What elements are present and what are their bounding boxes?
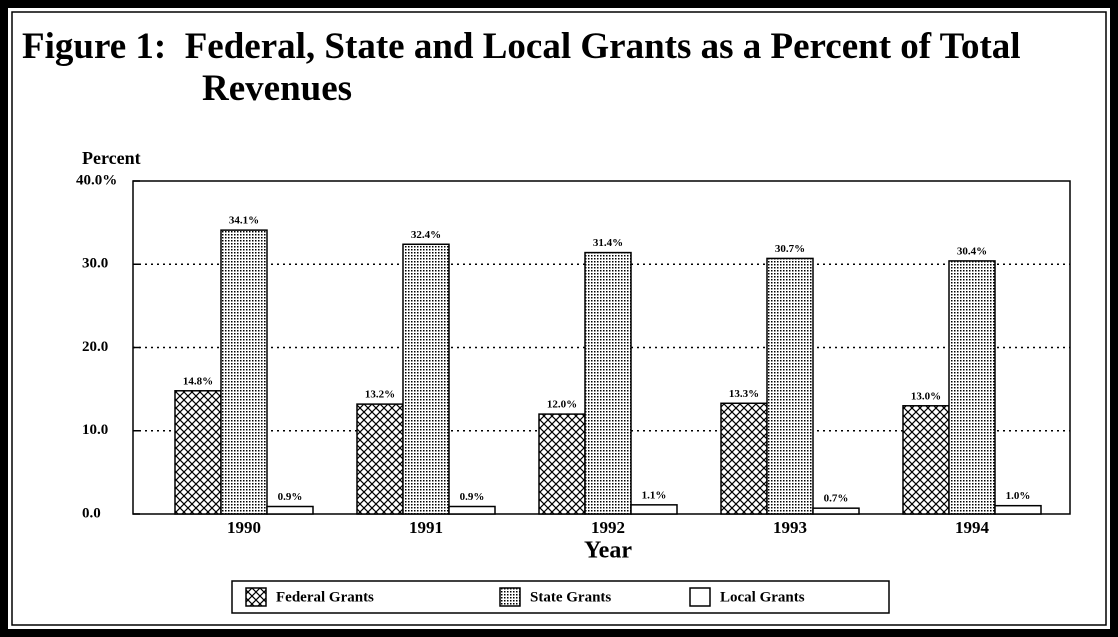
value-label: 13.0% bbox=[911, 390, 941, 402]
value-label: 1.0% bbox=[1006, 490, 1031, 502]
value-label: 30.7% bbox=[775, 243, 805, 255]
x-tick-label: 1991 bbox=[409, 518, 443, 537]
bar bbox=[720, 402, 768, 515]
value-label: 12.0% bbox=[547, 399, 577, 411]
x-tick-label: 1993 bbox=[773, 518, 807, 537]
value-label: 1.1% bbox=[642, 489, 667, 501]
value-label: 32.4% bbox=[411, 229, 441, 241]
bar bbox=[174, 390, 222, 515]
value-label: 34.1% bbox=[229, 215, 259, 227]
x-tick-label: 1990 bbox=[227, 518, 261, 537]
bar bbox=[538, 413, 586, 515]
x-axis-label: Year bbox=[584, 538, 632, 564]
y-tick-label: 40.0% bbox=[76, 172, 117, 188]
bar bbox=[266, 505, 314, 515]
y-tick-label: 20.0 bbox=[82, 339, 108, 355]
bar bbox=[994, 504, 1042, 515]
legend-swatch bbox=[689, 587, 711, 607]
value-label: 0.9% bbox=[460, 491, 485, 503]
x-tick-label: 1994 bbox=[955, 518, 990, 537]
legend-swatch bbox=[245, 587, 267, 607]
value-label: 13.3% bbox=[729, 388, 759, 400]
bar bbox=[812, 507, 860, 515]
bar bbox=[584, 251, 632, 515]
legend-label: Local Grants bbox=[720, 589, 805, 605]
bar bbox=[402, 243, 450, 515]
value-label: 0.7% bbox=[824, 493, 849, 505]
bar bbox=[948, 260, 996, 515]
x-tick-label: 1992 bbox=[591, 518, 625, 537]
chart-title: Figure 1: Federal, State and Local Grant… bbox=[22, 26, 1030, 109]
bar bbox=[766, 257, 814, 515]
value-label: 31.4% bbox=[593, 237, 623, 249]
bar bbox=[630, 504, 678, 515]
bar bbox=[220, 229, 268, 515]
y-tick-label: 30.0 bbox=[82, 256, 108, 272]
y-tick-label: 0.0 bbox=[82, 505, 101, 521]
value-label: 13.2% bbox=[365, 389, 395, 401]
value-label: 30.4% bbox=[957, 245, 987, 257]
legend-box bbox=[231, 580, 890, 614]
bar bbox=[448, 505, 496, 515]
inner-frame bbox=[11, 11, 1107, 626]
y-axis-label: Percent bbox=[82, 148, 141, 168]
bar bbox=[356, 403, 404, 515]
y-tick-label: 10.0 bbox=[82, 422, 108, 438]
legend-label: State Grants bbox=[530, 589, 611, 605]
bar bbox=[902, 405, 950, 515]
value-label: 14.8% bbox=[183, 375, 213, 387]
value-label: 0.9% bbox=[278, 491, 303, 503]
legend-label: Federal Grants bbox=[276, 589, 374, 605]
legend-swatch bbox=[499, 587, 521, 607]
